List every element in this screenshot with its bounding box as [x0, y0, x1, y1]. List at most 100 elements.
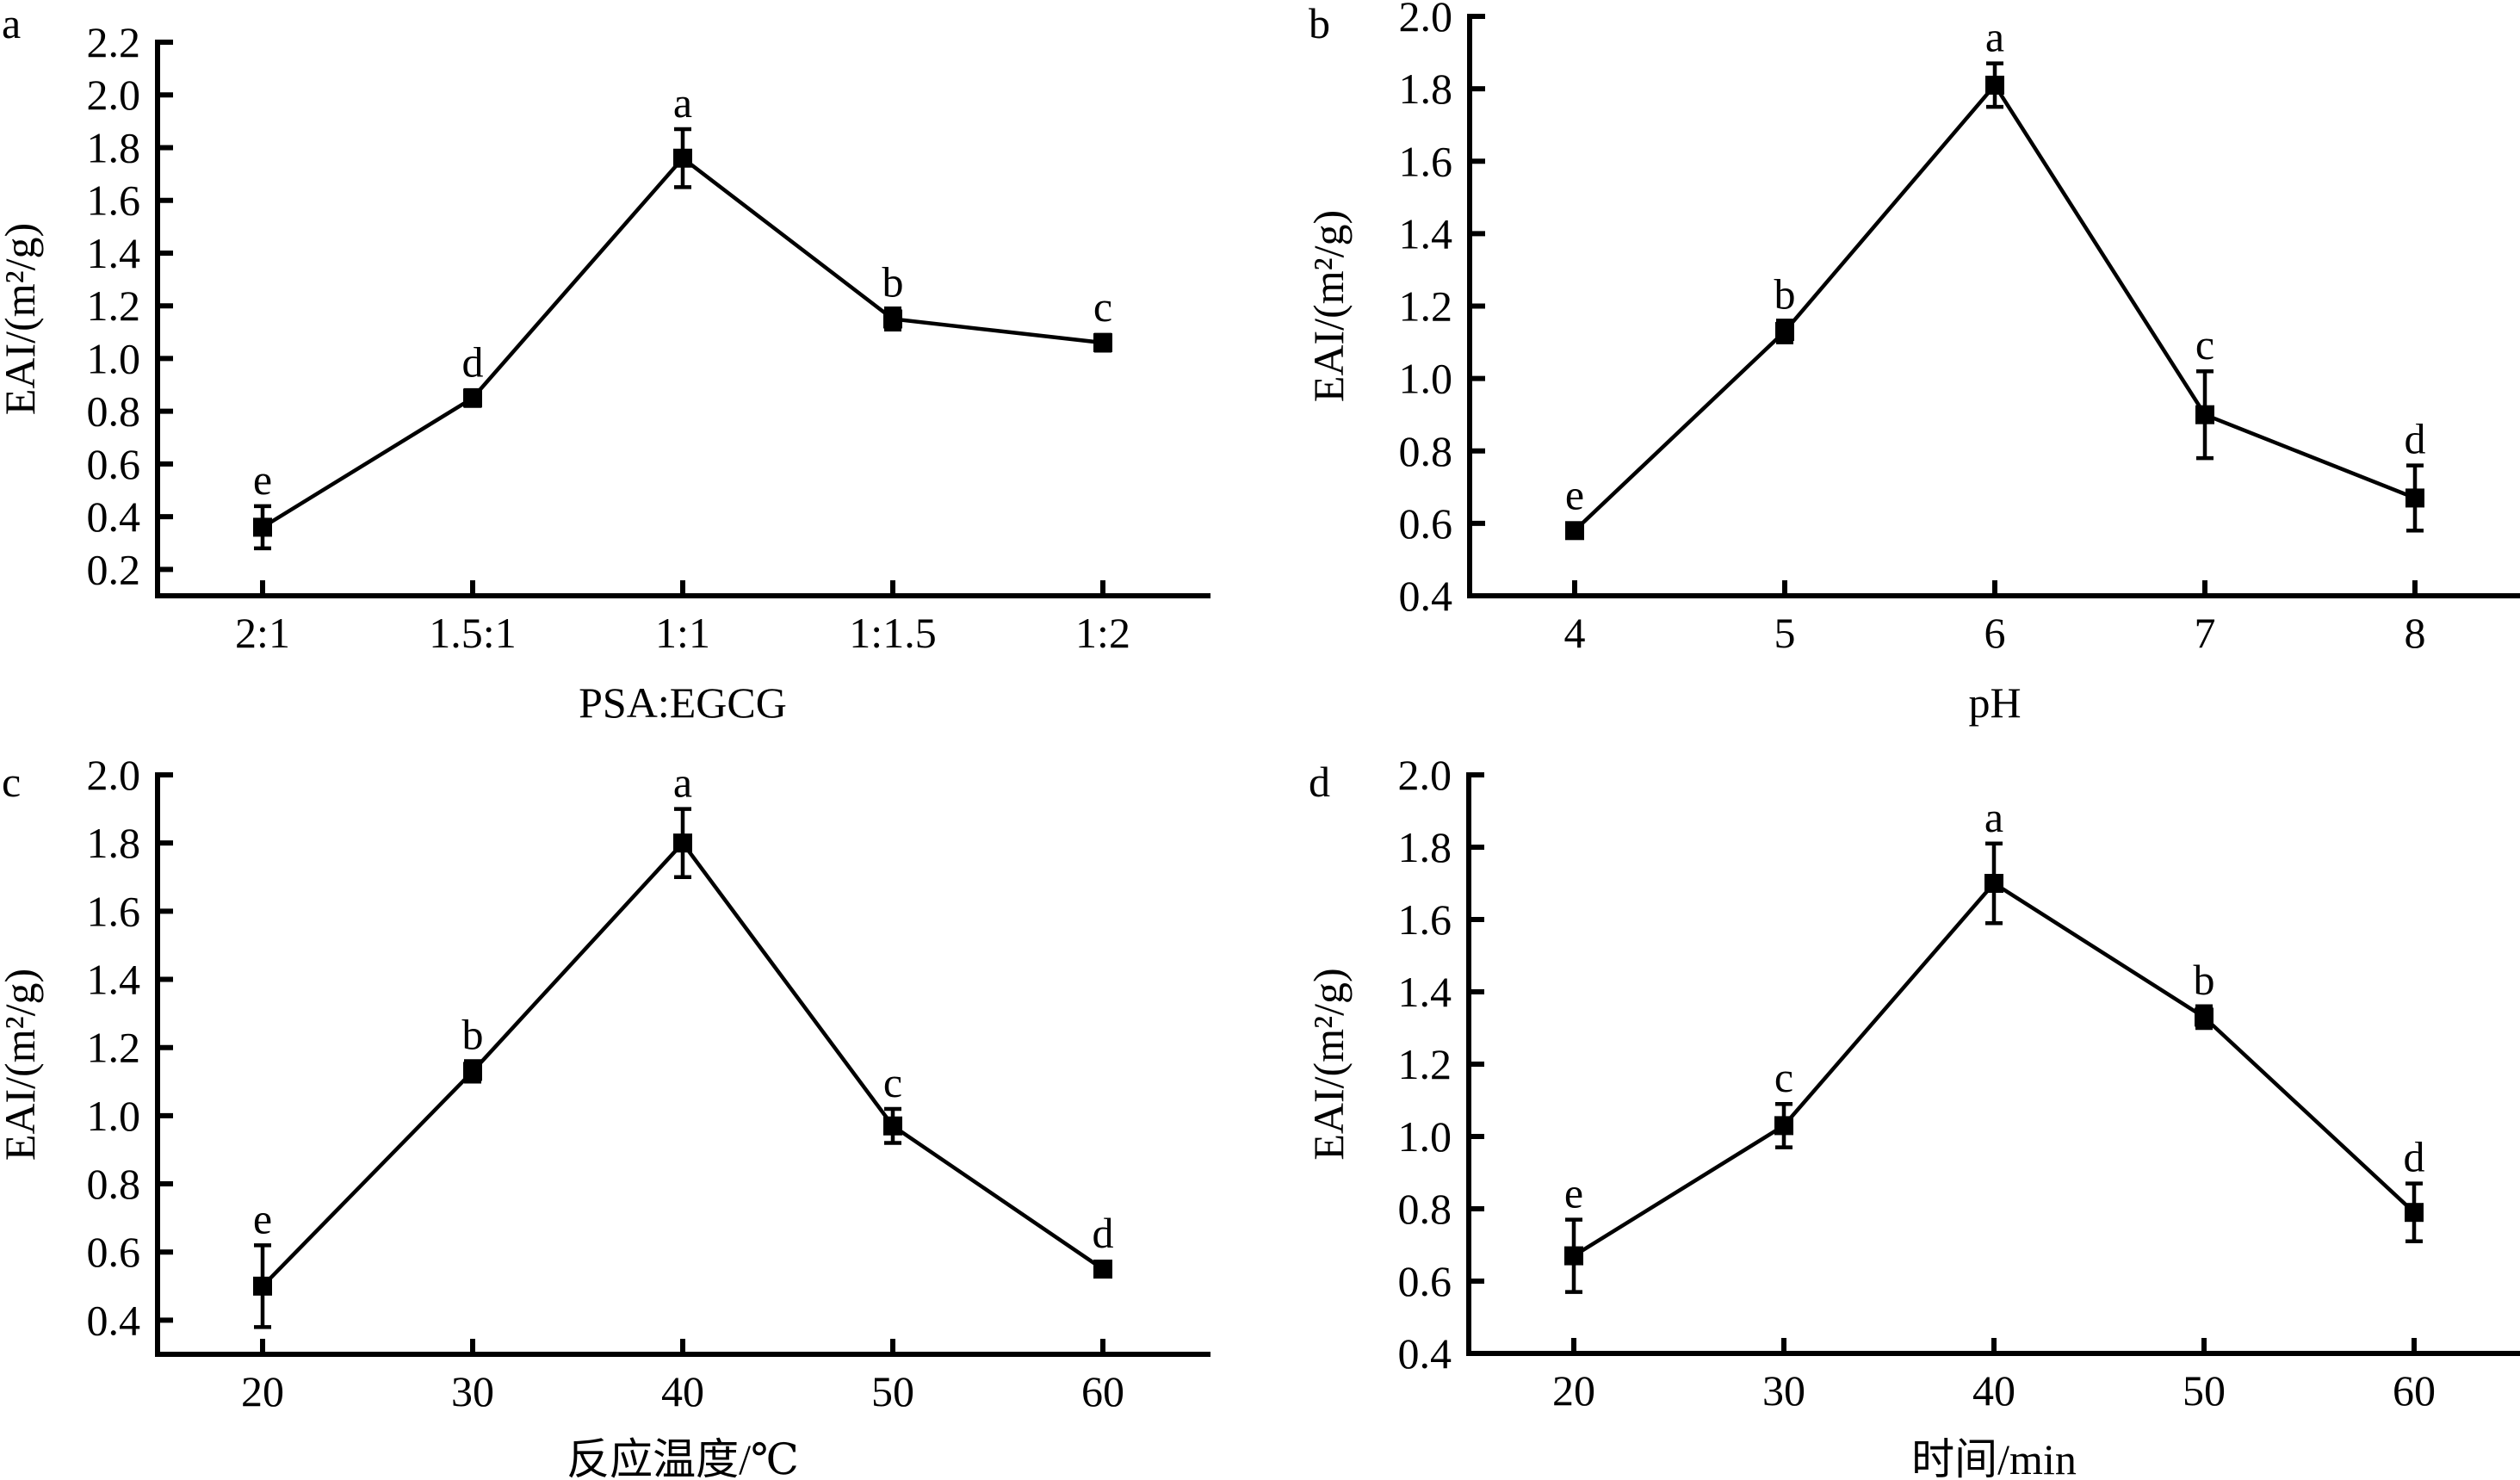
- x-tick-label: 30: [451, 1367, 494, 1415]
- data-point: [463, 388, 482, 408]
- significance-label: a: [673, 759, 692, 807]
- y-tick-label: 1.6: [87, 176, 141, 225]
- y-tick-label: 0.4: [87, 492, 141, 541]
- x-tick-label: 5: [1774, 609, 1796, 657]
- data-point: [1775, 321, 1794, 341]
- data-point: [2195, 405, 2214, 424]
- data-point: [1564, 1246, 1583, 1266]
- y-tick-label: 1.0: [87, 1092, 141, 1140]
- y-tick-label: 0.8: [87, 1160, 141, 1208]
- panel-d: d 0.4 0.6 0.8 1.0 1.2 1.4 1.6 1.8 2.0 20 30 40 50 60 时间…: [1304, 751, 2520, 1480]
- x-tick-label: 30: [1762, 1366, 1805, 1415]
- significance-label: e: [1564, 1169, 1583, 1217]
- significance-label: b: [1774, 269, 1796, 318]
- significance-label: c: [883, 1058, 902, 1106]
- data-point: [253, 517, 272, 537]
- significance-label: c: [1093, 282, 1112, 331]
- data-point: [1565, 521, 1584, 541]
- x-tick-label: 20: [1552, 1366, 1595, 1415]
- y-tick-label: 0.8: [87, 387, 141, 436]
- x-tick-label: 60: [1081, 1367, 1124, 1415]
- panel-label: a: [2, 0, 21, 47]
- y-tick-label: 0.6: [1398, 1257, 1452, 1305]
- y-tick-label: 1.6: [1398, 895, 1452, 944]
- panel-b: b 0.4 0.6 0.8 1.0 1.2 1.4 1.6 1.8 2.0 4 5 6 7 8 pH EAI/(…: [1304, 0, 2520, 727]
- data-point: [253, 1276, 272, 1296]
- y-tick-label: 1.0: [1398, 1112, 1452, 1161]
- significance-label: a: [673, 78, 692, 127]
- y-tick-label: 0.6: [87, 440, 141, 488]
- significance-label: e: [253, 1194, 272, 1242]
- y-tick-label: 0.8: [1398, 1185, 1452, 1233]
- x-tick-label: 1:1: [655, 609, 710, 657]
- x-tick-label: 7: [2195, 609, 2216, 657]
- y-tick-label: 1.4: [1398, 968, 1452, 1016]
- y-tick-label: 2.2: [87, 18, 141, 66]
- data-point: [2405, 1203, 2424, 1223]
- significance-label: c: [1774, 1053, 1793, 1101]
- significance-label: d: [2405, 415, 2426, 463]
- data-point: [1984, 874, 2003, 893]
- y-tick-label: 1.8: [1398, 823, 1452, 871]
- y-axis-title: EAI/(m²/g): [1304, 210, 1353, 402]
- x-axis-title: 时间/min: [1911, 1435, 2077, 1480]
- data-point: [1985, 75, 2004, 95]
- data-point: [673, 148, 692, 168]
- x-tick-label: 4: [1564, 609, 1586, 657]
- y-tick-label: 0.8: [1399, 427, 1453, 475]
- y-tick-label: 0.4: [1398, 1329, 1452, 1378]
- data-point: [463, 1062, 482, 1081]
- x-tick-label: 8: [2405, 609, 2426, 657]
- significance-label: a: [1985, 13, 2004, 61]
- y-tick-label: 1.6: [87, 887, 141, 935]
- y-tick-label: 1.8: [1399, 65, 1453, 113]
- series-line: [1573, 82, 2416, 532]
- y-tick-label: 0.6: [1399, 499, 1453, 548]
- significance-label: b: [882, 257, 904, 306]
- x-tick-label: 2:1: [235, 609, 290, 657]
- y-tick-label: 1.2: [1399, 282, 1453, 331]
- x-tick-label: 1:1.5: [849, 609, 936, 657]
- y-tick-label: 1.4: [1399, 209, 1453, 257]
- y-tick-label: 1.8: [87, 123, 141, 171]
- significance-label: b: [2194, 956, 2215, 1004]
- significance-label: b: [462, 1011, 484, 1059]
- data-point: [883, 1116, 902, 1136]
- y-tick-label: 0.4: [1399, 572, 1453, 620]
- y-tick-label: 1.2: [1398, 1040, 1452, 1088]
- x-tick-label: 50: [871, 1367, 914, 1415]
- x-axis-title: PSA:EGCG: [579, 678, 787, 727]
- y-tick-label: 1.8: [87, 819, 141, 867]
- data-point: [1093, 1260, 1112, 1279]
- y-tick-label: 1.2: [87, 1024, 141, 1072]
- x-tick-label: 20: [241, 1367, 284, 1415]
- y-axis-title: EAI/(m²/g): [1304, 968, 1353, 1160]
- series-line: [261, 839, 1105, 1288]
- significance-label: d: [462, 337, 484, 386]
- y-tick-label: 1.6: [1399, 137, 1453, 185]
- y-tick-label: 2.0: [1398, 751, 1452, 799]
- data-point: [1774, 1116, 1793, 1136]
- y-tick-label: 1.2: [87, 282, 141, 330]
- y-tick-label: 0.2: [87, 545, 141, 593]
- y-tick-label: 2.0: [87, 751, 141, 799]
- series-line: [261, 155, 1104, 529]
- y-tick-label: 1.0: [1399, 355, 1453, 403]
- data-point: [2195, 1007, 2214, 1027]
- y-axis-title: EAI/(m²/g): [0, 223, 44, 415]
- panel-label: d: [1309, 758, 1330, 806]
- y-axis-title: EAI/(m²/g): [0, 969, 44, 1161]
- data-point: [673, 833, 692, 853]
- panel-a: a 0.20.40.60.8 1.01.2 1.41.6 1.82.0 2.2 2:1 1.5…: [0, 0, 1210, 727]
- panel-label: c: [2, 758, 21, 806]
- significance-label: c: [2195, 320, 2214, 368]
- data-point: [2405, 488, 2424, 508]
- x-tick-label: 40: [661, 1367, 704, 1415]
- y-tick-label: 1.0: [87, 334, 141, 382]
- significance-label: e: [1565, 470, 1584, 518]
- y-tick-label: 0.6: [87, 1228, 141, 1276]
- x-axis-title: pH: [1968, 678, 2021, 727]
- y-tick-label: 2.0: [1399, 0, 1453, 40]
- x-tick-label: 40: [1972, 1366, 2015, 1415]
